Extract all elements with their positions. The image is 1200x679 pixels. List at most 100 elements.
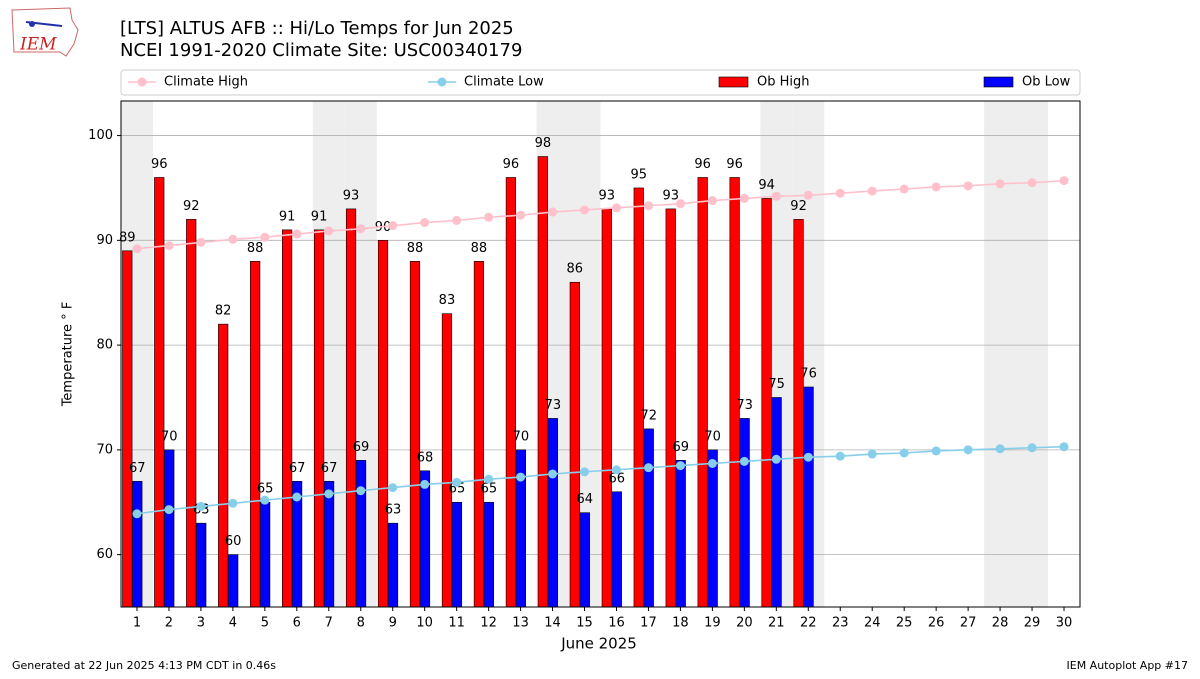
x-tick-label: 2	[165, 616, 173, 631]
x-tick-label: 12	[480, 616, 497, 631]
marker	[196, 501, 206, 511]
data-label: 70	[161, 429, 178, 444]
chart-subtitle: NCEI 1991-2020 Climate Site: USC00340179	[120, 40, 522, 61]
data-label: 96	[726, 157, 743, 172]
bar	[707, 449, 718, 608]
x-tick-label: 15	[576, 616, 593, 631]
marker	[580, 467, 590, 477]
bar	[260, 501, 271, 608]
marker	[388, 483, 398, 493]
marker	[452, 477, 462, 487]
marker	[484, 212, 494, 222]
marker	[867, 449, 877, 459]
legend-marker	[437, 77, 447, 87]
x-tick-label: 9	[389, 616, 397, 631]
x-tick-label: 6	[293, 616, 301, 631]
data-label: 96	[503, 157, 520, 172]
legend-label: Climate High	[164, 75, 248, 90]
y-tick-label: 60	[96, 547, 113, 562]
data-label: 92	[183, 199, 200, 214]
bar	[132, 480, 143, 608]
data-label: 60	[225, 534, 242, 549]
bar	[537, 156, 548, 608]
marker	[516, 210, 526, 220]
y-tick-label: 70	[96, 442, 113, 457]
bar	[323, 480, 335, 608]
marker	[611, 465, 621, 475]
bar	[218, 323, 229, 608]
bar	[569, 281, 580, 608]
data-label: 88	[247, 241, 264, 256]
x-tick-label: 21	[768, 616, 785, 631]
data-label: 92	[790, 199, 807, 214]
x-tick-label: 13	[512, 616, 529, 631]
marker	[963, 181, 973, 191]
data-label: 65	[449, 482, 466, 497]
marker	[675, 461, 685, 471]
marker	[164, 241, 174, 251]
x-tick-label: 7	[325, 616, 333, 631]
legend-label: Ob Low	[1022, 75, 1071, 90]
bar	[186, 219, 197, 608]
marker	[132, 509, 142, 519]
bar	[665, 208, 676, 608]
bar	[771, 397, 782, 608]
bar	[419, 470, 431, 608]
bar	[122, 250, 133, 608]
bar	[345, 208, 357, 608]
marker	[196, 237, 206, 247]
marker	[228, 498, 238, 508]
marker	[1059, 176, 1069, 186]
bar	[250, 260, 261, 608]
marker	[1027, 178, 1037, 188]
bar	[793, 219, 804, 608]
bar	[387, 522, 399, 608]
marker	[228, 234, 238, 244]
marker	[835, 451, 845, 461]
bar	[697, 177, 708, 608]
marker	[292, 492, 302, 502]
marker	[931, 182, 941, 192]
legend-marker	[137, 77, 147, 87]
marker	[324, 226, 334, 236]
legend-swatch	[718, 76, 749, 88]
legend-box	[120, 69, 1081, 96]
legend-label: Ob High	[757, 75, 810, 90]
bar	[164, 449, 175, 608]
x-tick-label: 17	[640, 616, 657, 631]
marker	[548, 207, 558, 217]
data-label: 91	[279, 209, 296, 224]
x-tick-label: 11	[448, 616, 465, 631]
data-label: 73	[736, 398, 753, 413]
x-tick-label: 10	[416, 616, 433, 631]
bar	[154, 177, 165, 608]
marker	[899, 184, 909, 194]
data-label: 75	[768, 377, 785, 392]
marker	[420, 218, 430, 228]
x-tick-label: 25	[896, 616, 913, 631]
data-label: 86	[567, 262, 584, 277]
data-label: 66	[609, 471, 626, 486]
data-label: 65	[257, 482, 274, 497]
marker	[675, 199, 685, 209]
marker	[580, 205, 590, 215]
data-label: 72	[640, 408, 657, 423]
data-label: 88	[471, 241, 488, 256]
marker	[835, 188, 845, 198]
bar	[505, 177, 516, 608]
data-label: 83	[439, 293, 456, 308]
x-tick-label: 26	[928, 616, 945, 631]
bar	[739, 418, 750, 608]
marker	[899, 448, 909, 458]
data-label: 69	[353, 440, 370, 455]
data-label: 98	[535, 136, 552, 151]
marker	[995, 179, 1005, 189]
data-label: 73	[545, 398, 562, 413]
x-tick-label: 27	[960, 616, 977, 631]
data-label: 94	[758, 178, 775, 193]
data-label: 89	[119, 230, 136, 245]
marker	[643, 201, 653, 211]
legend-label: Climate Low	[464, 75, 544, 90]
data-label: 67	[289, 461, 306, 476]
x-tick-label: 3	[197, 616, 205, 631]
